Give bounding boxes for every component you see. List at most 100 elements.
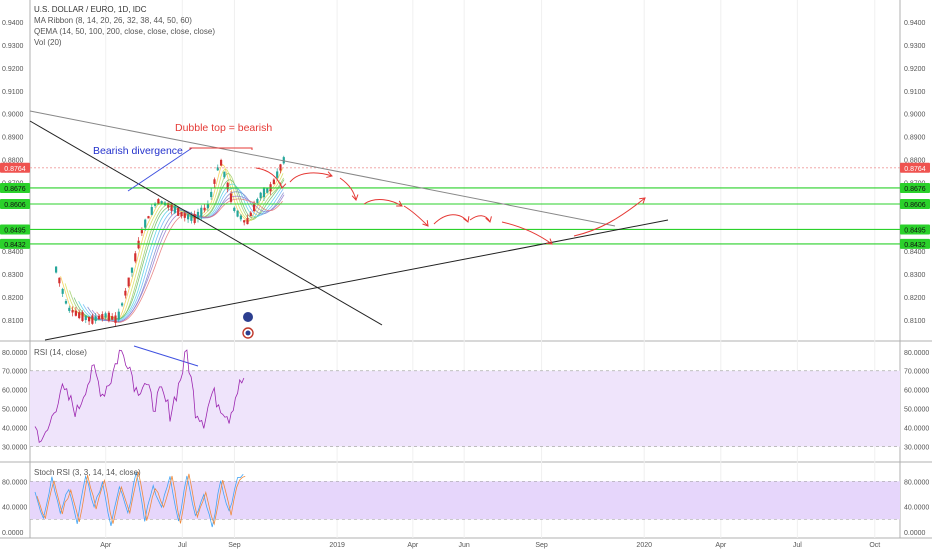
candle-body	[186, 214, 190, 220]
candle-body	[190, 215, 193, 221]
candle-body	[252, 204, 256, 212]
projection-arrow	[501, 221, 553, 245]
symbol-title[interactable]: U.S. DOLLAR / EURO, 1D, IDC	[34, 5, 147, 14]
indicator-ma-ribbon[interactable]: MA Ribbon (8, 14, 20, 26, 32, 38, 44, 50…	[34, 16, 192, 25]
price-tick-label: 0.8800	[2, 158, 24, 165]
indicator-volume[interactable]: Vol (20)	[34, 38, 62, 47]
candle-body	[120, 303, 124, 306]
candle-body	[58, 277, 61, 284]
candle-body	[173, 206, 176, 213]
candle-body	[177, 207, 180, 216]
rsi-tick-label: 30.0000	[2, 445, 27, 452]
flag-icon-center	[245, 330, 251, 336]
rsi-tick-label: 60.0000	[2, 388, 27, 395]
rsi-tick-label: 40.0000	[904, 426, 929, 433]
time-tick-label: 2019	[329, 542, 345, 549]
rsi-band	[30, 370, 900, 447]
price-badges: 0.8764 0.8764 0.8676 0.8676 0.8606 0.8606 0.84…	[0, 162, 930, 249]
price-tick-label: 0.8400	[2, 249, 24, 256]
stoch-d-line	[36, 471, 246, 526]
price-tick-label: 0.9100	[904, 89, 926, 96]
candle-body	[91, 315, 94, 324]
price-badge	[0, 199, 30, 210]
time-tick-label: 2020	[636, 542, 652, 549]
stoch-tick-label: 80.0000	[2, 479, 27, 486]
projection-arrow	[339, 177, 357, 201]
stoch-tick-label: 80.0000	[904, 479, 929, 486]
candle-body	[259, 192, 262, 199]
rsi-tick-label: 30.0000	[904, 445, 929, 452]
rsi-legend[interactable]: RSI (14, close)	[34, 348, 87, 357]
candle-body	[111, 316, 114, 320]
event-icons[interactable]	[242, 312, 254, 339]
candle-body	[226, 182, 229, 190]
price-tick-label: 0.9000	[904, 112, 926, 119]
price-badge-label: 0.8495	[4, 227, 26, 234]
indicator-qema[interactable]: QEMA (14, 50, 100, 200, close, close, cl…	[34, 27, 215, 36]
rsi-tick-label: 60.0000	[904, 388, 929, 395]
chart-legend: U.S. DOLLAR / EURO, 1D, IDC MA Ribbon (8…	[34, 4, 215, 48]
arrow-head	[351, 194, 359, 201]
time-tick-label: Jun	[459, 542, 470, 549]
candle-body	[81, 312, 84, 321]
candle-body	[61, 288, 64, 294]
price-badge-label: 0.8432	[904, 242, 926, 249]
price-badge	[900, 162, 930, 173]
rsi-band-fill	[30, 370, 900, 447]
drawings[interactable]	[29, 110, 669, 367]
candle-body	[216, 167, 219, 171]
candle-body	[147, 216, 150, 219]
arrow-head	[326, 171, 333, 178]
projection-arrow	[573, 197, 646, 237]
candle-body	[150, 207, 153, 215]
projection-arrow	[363, 199, 403, 207]
divergence-annotation[interactable]: Bearish divergence	[93, 145, 183, 157]
price-tick-label: 0.9200	[2, 66, 24, 73]
price-tick-label: 0.8200	[904, 295, 926, 302]
candle-body	[246, 218, 249, 225]
candle-body	[200, 207, 203, 217]
rsi-divergence-line	[133, 345, 199, 367]
price-badge-label: 0.8432	[4, 242, 26, 249]
candle-body	[127, 277, 130, 287]
candle-body	[71, 310, 74, 313]
stoch-series	[34, 471, 246, 528]
projection-arrow	[289, 172, 333, 183]
candle-body	[78, 312, 81, 319]
price-tick-label: 0.9400	[904, 20, 926, 27]
price-tick-label: 0.9000	[2, 112, 24, 119]
candle-body	[144, 219, 147, 228]
rsi-tick-label: 80.0000	[904, 350, 929, 357]
price-badge-label: 0.8764	[904, 166, 926, 173]
candle-body	[97, 315, 101, 320]
candle-body	[54, 266, 58, 273]
price-tick-label: 0.9100	[2, 89, 24, 96]
arrow-head	[422, 220, 429, 227]
descending-trendline	[29, 120, 383, 326]
price-badge	[900, 238, 930, 249]
double-top-annotation[interactable]: Dubble top = bearish	[175, 122, 272, 134]
price-badge	[900, 199, 930, 210]
arrow-head	[396, 200, 403, 207]
stoch-tick-label: 40.0000	[904, 505, 929, 512]
candle-body	[134, 253, 137, 262]
candle-body	[243, 220, 246, 223]
time-tick-label: Apr	[715, 542, 727, 549]
price-tick-label: 0.8900	[904, 135, 926, 142]
stoch-legend[interactable]: Stoch RSI (3, 3, 14, 14, close)	[34, 468, 141, 477]
candle-body	[130, 267, 134, 273]
candle-body	[282, 157, 285, 164]
time-tick-label: Jul	[793, 542, 802, 549]
rsi-tick-label: 50.0000	[2, 407, 27, 414]
price-badge-label: 0.8606	[904, 202, 926, 209]
price-tick-label: 0.8100	[904, 318, 926, 325]
projection-arrow	[469, 215, 491, 223]
time-tick-label: Oct	[869, 542, 880, 549]
price-tick-label: 0.9300	[904, 43, 926, 50]
axes: 0.9400 0.9400 0.9300 0.9300 0.9200 0.9200 0.91…	[2, 20, 929, 549]
price-tick-label: 0.8200	[2, 295, 24, 302]
candle-body	[170, 203, 173, 211]
stoch-tick-label: 40.0000	[2, 505, 27, 512]
price-badge-label: 0.8495	[904, 227, 926, 234]
stoch-band	[30, 480, 900, 520]
